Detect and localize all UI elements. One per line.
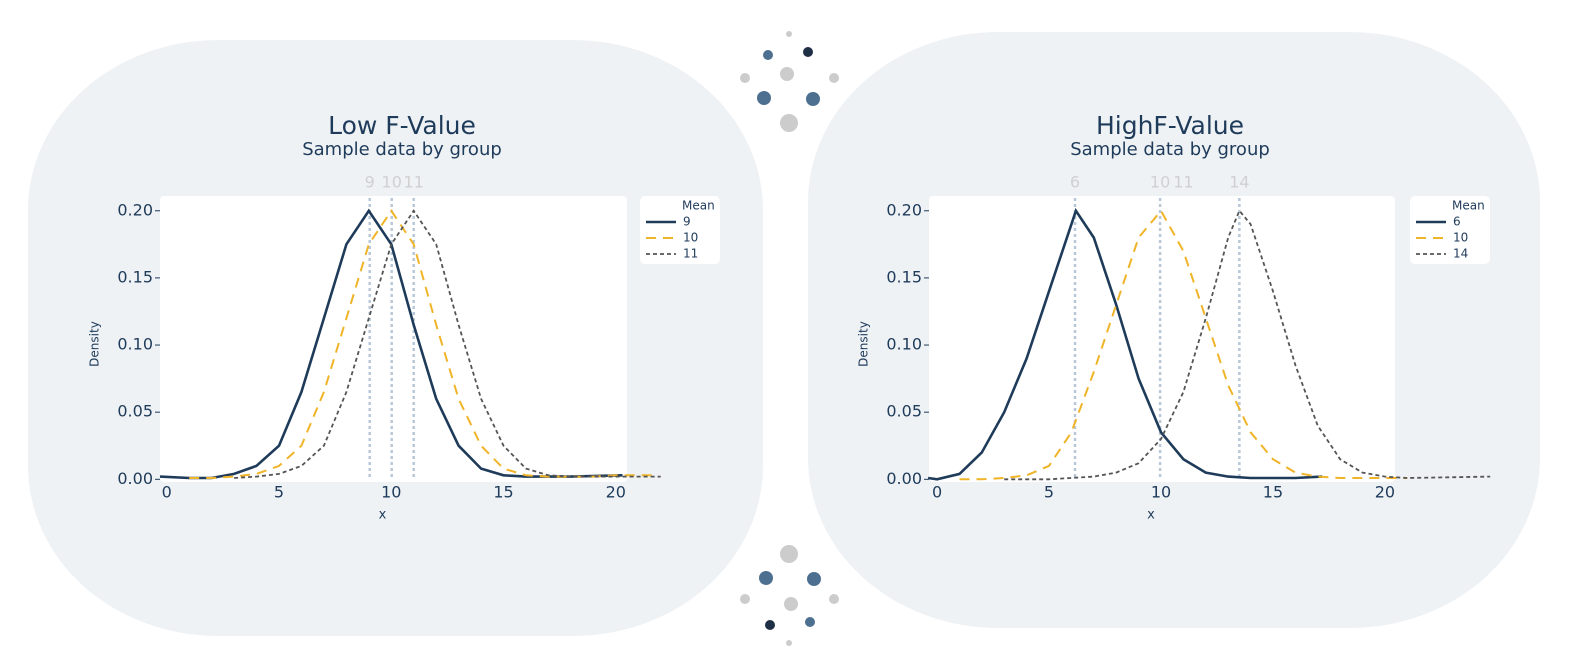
y-tick-label: 0.00 <box>117 469 153 488</box>
y-tick-label: 0.20 <box>117 200 153 219</box>
mean-label: 11 <box>404 173 424 192</box>
chart-subtitle: Sample data by group <box>302 139 502 160</box>
x-tick-label: 0 <box>162 483 172 502</box>
legend-label: 9 <box>683 215 691 229</box>
legend-label: 6 <box>1453 215 1461 229</box>
legend-label: 14 <box>1453 247 1468 261</box>
mean-label: 14 <box>1229 173 1249 192</box>
legend-label: 10 <box>1453 231 1468 245</box>
plot-area <box>160 196 627 482</box>
annotation: 11 <box>1173 173 1193 192</box>
legend-label: 10 <box>683 231 698 245</box>
mean-label: 6 <box>1070 173 1080 192</box>
y-axis-label: Density <box>857 321 871 367</box>
y-tick-label: 0.20 <box>886 200 922 219</box>
x-tick-label: 5 <box>274 483 284 502</box>
density-line <box>234 209 661 479</box>
y-tick-label: 0.10 <box>886 335 922 354</box>
decoration-dots <box>740 31 839 646</box>
chart-title: Low F-Value <box>328 111 476 140</box>
density-line <box>927 207 1323 481</box>
mean-label: 10 <box>1150 173 1170 192</box>
y-tick-label: 0.15 <box>117 267 153 286</box>
legend-title: Mean <box>1452 199 1485 213</box>
x-tick-label: 5 <box>1044 483 1054 502</box>
x-axis-label: x <box>379 508 387 523</box>
y-tick-label: 0.10 <box>117 335 153 354</box>
legend-box <box>640 196 720 264</box>
mean-label: 9 <box>365 173 375 192</box>
chart-title: HighF-Value <box>1096 111 1244 140</box>
x-tick-label: 0 <box>932 483 942 502</box>
legend-title: Mean <box>682 199 715 213</box>
x-tick-label: 20 <box>606 483 626 502</box>
chart-subtitle: Sample data by group <box>1070 139 1270 160</box>
y-tick-label: 0.05 <box>886 402 922 421</box>
y-tick-label: 0.15 <box>886 267 922 286</box>
x-tick-label: 10 <box>381 483 401 502</box>
mean-label: 10 <box>382 173 402 192</box>
x-axis-label: x <box>1147 508 1155 523</box>
legend-box <box>1410 196 1490 264</box>
x-tick-label: 10 <box>1151 483 1171 502</box>
density-line <box>959 209 1408 481</box>
plot-area <box>929 196 1395 482</box>
y-tick-label: 0.00 <box>886 469 922 488</box>
legend-label: 11 <box>683 247 698 261</box>
x-tick-label: 20 <box>1375 483 1395 502</box>
x-tick-label: 15 <box>1263 483 1283 502</box>
x-tick-label: 15 <box>493 483 513 502</box>
y-tick-label: 0.05 <box>117 402 153 421</box>
density-line <box>1004 209 1491 481</box>
y-axis-label: Density <box>88 321 102 367</box>
density-line <box>159 208 623 480</box>
